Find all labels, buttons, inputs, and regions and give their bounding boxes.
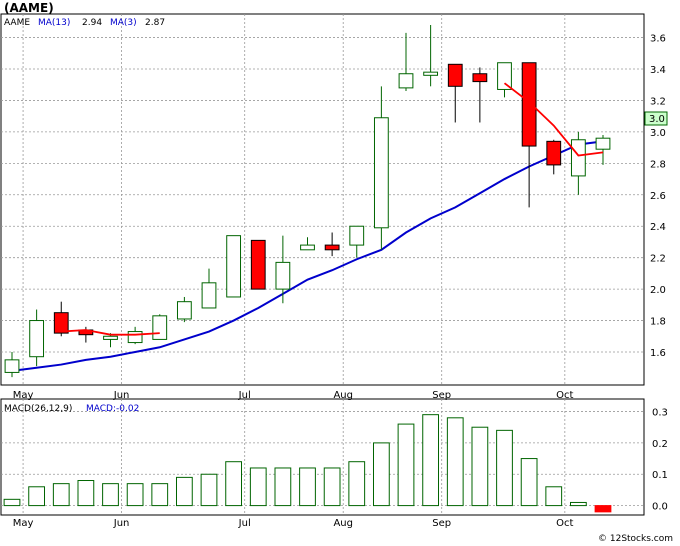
macd-bar bbox=[102, 483, 119, 507]
candle-body bbox=[398, 73, 414, 89]
candle-body bbox=[250, 239, 266, 290]
macd-bar bbox=[126, 483, 144, 507]
price-tick-label: 1.6 bbox=[650, 348, 666, 359]
chart-title: (AAME) bbox=[4, 1, 54, 15]
candle-body bbox=[349, 225, 365, 246]
price-x-label: Jul bbox=[238, 390, 251, 401]
macd-bar bbox=[348, 461, 366, 507]
legend-ma13-label: MA(13) bbox=[38, 18, 70, 28]
macd-x-label: Jun bbox=[113, 518, 130, 529]
macd-bar bbox=[397, 423, 415, 507]
ma3-line bbox=[503, 82, 604, 157]
candle-body bbox=[300, 244, 315, 251]
price-tick-label: 2.0 bbox=[650, 285, 666, 296]
candle-body bbox=[29, 320, 45, 358]
price-tick-label: 3.6 bbox=[650, 34, 666, 45]
candle-body bbox=[595, 137, 611, 150]
price-x-label: Jun bbox=[113, 390, 130, 401]
macd-bar bbox=[77, 480, 95, 507]
candle-body bbox=[201, 282, 217, 309]
macd-x-label: Aug bbox=[333, 518, 353, 529]
macd-tick-label: 0.0 bbox=[652, 502, 668, 513]
price-tick-label: 3.2 bbox=[650, 96, 666, 107]
candle-body bbox=[423, 71, 439, 76]
candle-body bbox=[226, 235, 242, 298]
candle-body bbox=[472, 73, 488, 83]
macd-bar bbox=[496, 429, 513, 507]
legend-ma3-value: 2.87 bbox=[145, 18, 165, 28]
price-tick-label: 3.4 bbox=[650, 65, 666, 76]
macd-bar bbox=[52, 483, 70, 507]
price-x-label: Oct bbox=[556, 390, 573, 401]
candle-body bbox=[275, 261, 291, 290]
macd-bar bbox=[28, 486, 46, 507]
price-x-label: May bbox=[13, 390, 34, 401]
macd-bar bbox=[299, 467, 316, 507]
macd-tick-label: 0.3 bbox=[652, 408, 668, 419]
macd-bar bbox=[372, 442, 390, 507]
legend-macd-value: MACD:-0.02 bbox=[86, 404, 139, 414]
macd-bar bbox=[471, 426, 489, 507]
candle-body bbox=[447, 63, 463, 87]
candle-body bbox=[546, 140, 562, 166]
price-tick-label: 1.8 bbox=[650, 317, 666, 328]
candle-body bbox=[570, 139, 586, 177]
candle-body bbox=[4, 359, 20, 373]
price-x-label: Aug bbox=[333, 390, 353, 401]
ma3-line bbox=[61, 329, 160, 336]
price-tick-label: 2.4 bbox=[650, 222, 666, 233]
legend-ma13-value: 2.94 bbox=[82, 18, 102, 28]
macd-tick-label: 0.2 bbox=[652, 439, 668, 450]
macd-bar bbox=[594, 505, 612, 513]
macd-bar bbox=[249, 467, 267, 507]
legend-symbol: AAME bbox=[4, 18, 30, 28]
macd-bar bbox=[520, 458, 538, 507]
macd-x-label: May bbox=[13, 518, 34, 529]
watermark: © 12Stocks.com bbox=[598, 534, 673, 544]
price-tick-label: 2.6 bbox=[650, 191, 666, 202]
legend-ma3-label: MA(3) bbox=[110, 18, 137, 28]
macd-bar bbox=[446, 417, 464, 507]
candle-body bbox=[324, 244, 340, 251]
last-price-label: 3.0 bbox=[649, 114, 665, 125]
macd-bar bbox=[151, 483, 169, 507]
candle-body bbox=[497, 62, 512, 90]
price-tick-label: 2.2 bbox=[650, 254, 666, 265]
candle-body bbox=[176, 301, 192, 320]
macd-x-label: Sep bbox=[432, 518, 451, 529]
macd-bar bbox=[545, 486, 563, 507]
candle-body bbox=[521, 62, 537, 147]
price-x-label: Sep bbox=[432, 390, 451, 401]
price-tick-label: 2.8 bbox=[650, 159, 666, 170]
candle-body bbox=[373, 117, 389, 229]
candle-body bbox=[127, 331, 143, 344]
price-panel-frame bbox=[0, 13, 645, 386]
macd-bar bbox=[175, 476, 193, 507]
candle-body bbox=[53, 312, 69, 334]
legend-macd-params: MACD(26,12,9) bbox=[4, 404, 72, 414]
macd-x-label: Jul bbox=[238, 518, 251, 529]
macd-bar bbox=[3, 498, 21, 507]
macd-x-label: Oct bbox=[556, 518, 573, 529]
macd-bar bbox=[200, 473, 218, 507]
macd-bar bbox=[569, 501, 587, 507]
ma13-line bbox=[11, 140, 604, 372]
macd-tick-label: 0.1 bbox=[652, 470, 668, 481]
macd-bar bbox=[274, 467, 292, 507]
last-price-tag bbox=[644, 111, 668, 126]
price-tick-label: 3.0 bbox=[650, 128, 666, 139]
macd-bar bbox=[323, 467, 341, 507]
macd-bar bbox=[225, 461, 243, 507]
candle-body bbox=[152, 315, 168, 340]
candle-body bbox=[103, 335, 118, 340]
macd-bar bbox=[422, 414, 440, 507]
